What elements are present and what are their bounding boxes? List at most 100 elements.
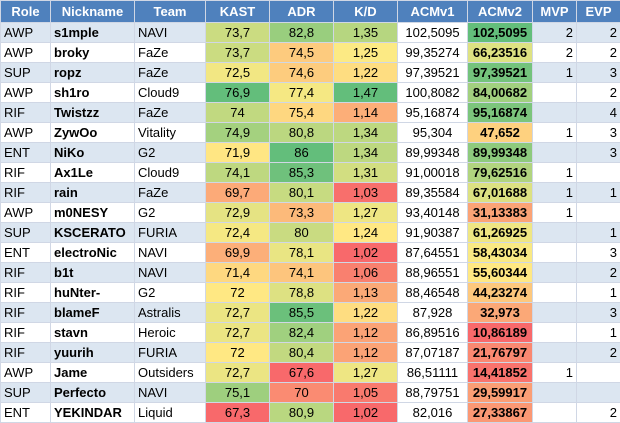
table-cell: 1,05 bbox=[334, 383, 398, 403]
table-cell: 1,03 bbox=[334, 183, 398, 203]
table-cell: RIF bbox=[1, 163, 51, 183]
table-cell: FURIA bbox=[135, 343, 206, 363]
column-header: MVP bbox=[533, 1, 577, 23]
table-cell bbox=[533, 243, 577, 263]
table-cell: 97,39521 bbox=[398, 63, 468, 83]
table-cell: 72,4 bbox=[206, 223, 270, 243]
column-header: ADR bbox=[270, 1, 334, 23]
table-cell: 1,14 bbox=[334, 103, 398, 123]
table-cell: Outsiders bbox=[135, 363, 206, 383]
table-cell: AWP bbox=[1, 363, 51, 383]
table-cell: 67,01688 bbox=[468, 183, 533, 203]
table-cell: RIF bbox=[1, 263, 51, 283]
table-cell: 1 bbox=[577, 183, 620, 203]
table-cell: 1,27 bbox=[334, 203, 398, 223]
table-cell: 31,13383 bbox=[468, 203, 533, 223]
table-cell: 3 bbox=[577, 63, 620, 83]
table-cell: 1,02 bbox=[334, 243, 398, 263]
table-cell: 1,47 bbox=[334, 83, 398, 103]
table-cell: Vitality bbox=[135, 123, 206, 143]
table-cell: 73,7 bbox=[206, 43, 270, 63]
table-cell: ENT bbox=[1, 143, 51, 163]
column-header: Nickname bbox=[51, 1, 135, 23]
table-cell: 14,41852 bbox=[468, 363, 533, 383]
table-cell: 89,99348 bbox=[468, 143, 533, 163]
table-cell: Twistzz bbox=[51, 103, 135, 123]
table-cell: AWP bbox=[1, 43, 51, 63]
table-cell: 2 bbox=[533, 23, 577, 43]
table-cell: 86 bbox=[270, 143, 334, 163]
table-cell: FaZe bbox=[135, 103, 206, 123]
table-cell: 85,3 bbox=[270, 163, 334, 183]
table-cell: RIF bbox=[1, 283, 51, 303]
table-cell: RIF bbox=[1, 323, 51, 343]
table-cell: 82,8 bbox=[270, 23, 334, 43]
table-cell: Liquid bbox=[135, 403, 206, 423]
table-cell: 21,76797 bbox=[468, 343, 533, 363]
table-cell: 32,973 bbox=[468, 303, 533, 323]
table-cell: 84,00682 bbox=[468, 83, 533, 103]
table-cell: sh1ro bbox=[51, 83, 135, 103]
table-cell: 1,22 bbox=[334, 63, 398, 83]
table-cell: 72 bbox=[206, 283, 270, 303]
column-header: Role bbox=[1, 1, 51, 23]
table-cell: 3 bbox=[577, 143, 620, 163]
table-cell: 88,46548 bbox=[398, 283, 468, 303]
table-cell: YEKINDAR bbox=[51, 403, 135, 423]
table-cell: 72,9 bbox=[206, 203, 270, 223]
table-cell: 78,1 bbox=[270, 243, 334, 263]
table-cell: 3 bbox=[577, 303, 620, 323]
table-cell: NAVI bbox=[135, 263, 206, 283]
table-cell: b1t bbox=[51, 263, 135, 283]
table-cell: m0NESY bbox=[51, 203, 135, 223]
table-cell: RIF bbox=[1, 343, 51, 363]
table-cell: ENT bbox=[1, 243, 51, 263]
table-cell: Ax1Le bbox=[51, 163, 135, 183]
table-cell: 89,35584 bbox=[398, 183, 468, 203]
table-cell bbox=[533, 283, 577, 303]
table-cell: 27,33867 bbox=[468, 403, 533, 423]
table-cell: KSCERATO bbox=[51, 223, 135, 243]
table-cell: 74 bbox=[206, 103, 270, 123]
table-cell: 3 bbox=[577, 243, 620, 263]
table-cell: 88,79751 bbox=[398, 383, 468, 403]
table-cell: 1,34 bbox=[334, 143, 398, 163]
table-cell: RIF bbox=[1, 303, 51, 323]
table-cell: 73,3 bbox=[270, 203, 334, 223]
table-cell: AWP bbox=[1, 203, 51, 223]
table-cell: SUP bbox=[1, 63, 51, 83]
table-cell: 80,1 bbox=[270, 183, 334, 203]
table-cell: 91,90387 bbox=[398, 223, 468, 243]
table-cell: 82,4 bbox=[270, 323, 334, 343]
table-cell: 3 bbox=[577, 123, 620, 143]
table-cell: 44,23274 bbox=[468, 283, 533, 303]
table-cell: 2 bbox=[577, 403, 620, 423]
table-cell: 72,5 bbox=[206, 63, 270, 83]
table-cell: 1 bbox=[533, 163, 577, 183]
table-cell: broky bbox=[51, 43, 135, 63]
table-cell: 80 bbox=[270, 223, 334, 243]
table-cell: 87,07187 bbox=[398, 343, 468, 363]
table-cell: Perfecto bbox=[51, 383, 135, 403]
table-cell: 1,06 bbox=[334, 263, 398, 283]
table-cell: NAVI bbox=[135, 243, 206, 263]
table-cell: rain bbox=[51, 183, 135, 203]
table-cell: 102,5095 bbox=[468, 23, 533, 43]
table-cell: 1,12 bbox=[334, 343, 398, 363]
table-cell: 93,40148 bbox=[398, 203, 468, 223]
column-header: K/D bbox=[334, 1, 398, 23]
table-cell bbox=[533, 403, 577, 423]
table-cell: 61,26925 bbox=[468, 223, 533, 243]
table-cell: RIF bbox=[1, 103, 51, 123]
table-cell: 91,00018 bbox=[398, 163, 468, 183]
table-cell: 1,24 bbox=[334, 223, 398, 243]
table-cell: 1 bbox=[533, 123, 577, 143]
